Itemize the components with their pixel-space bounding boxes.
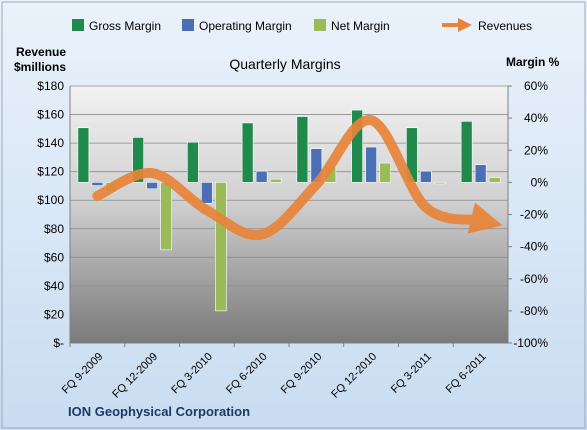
bar-operating-margin-fq-12-2009[interactable] bbox=[146, 182, 158, 190]
bar-gross-margin-fq-12-2010[interactable] bbox=[351, 109, 363, 183]
right-tick-label: -20% bbox=[520, 208, 548, 222]
left-tick-label: $180 bbox=[37, 79, 64, 93]
left-tick-label: $100 bbox=[37, 193, 64, 207]
bar-net-margin-fq-3-2010[interactable] bbox=[215, 182, 227, 312]
x-tick-label: FQ 12-2009 bbox=[110, 351, 160, 401]
left-tick-label: $40 bbox=[44, 279, 64, 293]
bar-gross-margin-fq-9-2009[interactable] bbox=[77, 127, 90, 183]
bar-net-margin-fq-12-2009[interactable] bbox=[160, 182, 172, 251]
legend-arrow-revenues bbox=[458, 18, 472, 32]
left-tick-label: $140 bbox=[37, 136, 64, 150]
bar-gross-margin-fq-6-2011[interactable] bbox=[460, 121, 473, 183]
legend-label-revenues: Revenues bbox=[478, 19, 532, 33]
bar-series bbox=[77, 109, 501, 312]
left-tick-label: $20 bbox=[44, 307, 64, 321]
bar-operating-margin-fq-3-2010[interactable] bbox=[201, 182, 213, 204]
bar-gross-margin-fq-3-2010[interactable] bbox=[187, 141, 199, 183]
right-tick-label: -40% bbox=[520, 240, 548, 254]
bar-net-margin-fq-12-2010[interactable] bbox=[379, 162, 391, 183]
left-tick-label: $60 bbox=[44, 250, 64, 264]
revenue-line[interactable] bbox=[92, 115, 503, 241]
left-tick-label: $120 bbox=[37, 165, 64, 179]
right-axis-ticks: -100% -80% -60% -40% -20% 0% 20% 40% 60% bbox=[508, 79, 548, 350]
x-tick-label: FQ 6-2010 bbox=[224, 351, 270, 397]
bar-net-margin-fq-3-2011[interactable] bbox=[434, 182, 446, 185]
legend-swatch-operating-margin bbox=[182, 19, 194, 31]
legend-item-net-margin[interactable]: Net Margin bbox=[314, 19, 390, 33]
left-tick-label: $- bbox=[53, 336, 64, 350]
right-tick-label: 20% bbox=[524, 143, 548, 157]
legend-swatch-net-margin bbox=[314, 19, 326, 31]
bar-gross-margin-fq-6-2010[interactable] bbox=[241, 122, 254, 183]
bar-net-margin-fq-6-2011[interactable] bbox=[488, 177, 501, 183]
legend-label-gross-margin: Gross Margin bbox=[89, 19, 161, 33]
bar-operating-margin-fq-6-2011[interactable] bbox=[474, 164, 487, 183]
right-tick-label: 40% bbox=[524, 111, 548, 125]
bar-gross-margin-fq-9-2010[interactable] bbox=[296, 116, 309, 183]
left-axis-title-line2: $millions bbox=[14, 60, 66, 74]
x-tick-label: FQ 9-2009 bbox=[60, 351, 106, 397]
bar-net-margin-fq-6-2010[interactable] bbox=[269, 178, 282, 183]
legend-label-operating-margin: Operating Margin bbox=[199, 19, 292, 33]
bar-operating-margin-fq-3-2011[interactable] bbox=[420, 170, 432, 183]
x-tick-label: FQ 12-2010 bbox=[329, 351, 379, 401]
bar-operating-margin-fq-12-2010[interactable] bbox=[365, 146, 377, 183]
x-tick-label: FQ 3-2011 bbox=[389, 351, 434, 396]
legend-label-net-margin: Net Margin bbox=[331, 19, 390, 33]
revenue-line-layer bbox=[92, 115, 503, 241]
left-axis-ticks: $- $20 $40 $60 $80 $100 $120 $140 $160 $180 bbox=[37, 79, 64, 350]
x-tick-label: FQ 9-2010 bbox=[279, 351, 325, 397]
left-axis-title-line1: Revenue bbox=[16, 45, 66, 59]
legend-swatch-gross-margin bbox=[72, 19, 84, 31]
right-tick-label: 60% bbox=[524, 79, 548, 93]
left-tick-label: $160 bbox=[37, 108, 64, 122]
right-tick-label: 0% bbox=[531, 175, 549, 189]
right-tick-label: -100% bbox=[513, 336, 548, 350]
right-tick-label: -80% bbox=[520, 304, 548, 318]
x-axis-ticks: FQ 9-2009 FQ 12-2009 FQ 3-2010 FQ 6-2010 FQ … bbox=[60, 343, 489, 401]
legend-item-gross-margin[interactable]: Gross Margin bbox=[72, 19, 161, 33]
legend: Gross Margin Operating Margin Net Margin… bbox=[72, 18, 532, 33]
legend-item-revenues[interactable]: Revenues bbox=[442, 18, 532, 33]
bar-operating-margin-fq-9-2009[interactable] bbox=[91, 182, 104, 186]
x-tick-label: FQ 3-2010 bbox=[169, 351, 215, 397]
right-tick-label: -60% bbox=[520, 272, 548, 286]
company-footer: ION Geophysical Corporation bbox=[68, 404, 250, 419]
x-tick-label: FQ 6-2011 bbox=[444, 351, 489, 396]
left-tick-label: $80 bbox=[44, 222, 64, 236]
right-axis-title: Margin % bbox=[506, 55, 560, 69]
bar-gross-margin-fq-12-2009[interactable] bbox=[132, 137, 144, 183]
bar-operating-margin-fq-6-2010[interactable] bbox=[255, 170, 268, 183]
chart-title: Quarterly Margins bbox=[229, 56, 340, 72]
legend-item-operating-margin[interactable]: Operating Margin bbox=[182, 19, 292, 33]
